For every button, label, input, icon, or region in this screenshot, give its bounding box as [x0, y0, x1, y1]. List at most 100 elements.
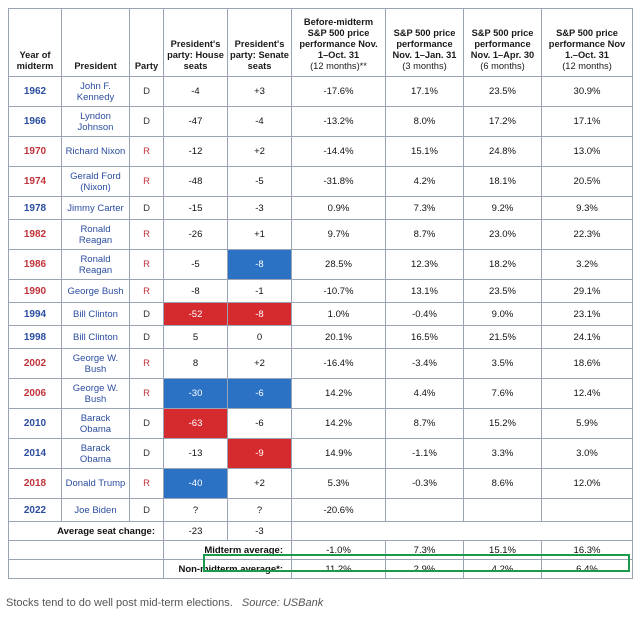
midterm-average-label: Midterm average:	[163, 540, 292, 560]
six-month-cell: 9.0%	[463, 302, 542, 326]
house-seats-cell: -48	[163, 166, 228, 197]
column-header-sub: (3 months)	[402, 61, 447, 71]
house-seats-cell: 5	[163, 325, 228, 349]
empty-cell	[8, 559, 164, 579]
senate-seats-cell: +1	[227, 219, 292, 250]
midterm-average-value: 7.3%	[385, 540, 464, 560]
year-cell: 2006	[8, 378, 62, 409]
average-house-change: -23	[163, 521, 228, 541]
twelve-month-cell: 23.1%	[541, 302, 633, 326]
non-midterm-average-value: 6.4%	[541, 559, 633, 579]
midterm-average-value: 15.1%	[463, 540, 542, 560]
senate-seats-cell: +3	[227, 76, 292, 107]
house-seats-cell: -63	[163, 408, 228, 439]
before-midterm-cell: -10.7%	[291, 279, 386, 303]
party-cell: D	[129, 325, 164, 349]
non-midterm-average-value: 2.9%	[385, 559, 464, 579]
three-month-cell: 12.3%	[385, 249, 464, 280]
senate-seats-cell: +2	[227, 468, 292, 499]
table-row: 1986 Ronald Reagan R -5 -8 28.5% 12.3% 18.2% 3.2…	[8, 249, 633, 280]
party-cell: D	[129, 196, 164, 220]
year-cell: 2022	[8, 498, 62, 522]
president-cell: George W. Bush	[61, 378, 130, 409]
twelve-month-cell: 29.1%	[541, 279, 633, 303]
twelve-month-cell: 5.9%	[541, 408, 633, 439]
party-cell: D	[129, 408, 164, 439]
three-month-cell	[385, 498, 464, 522]
house-seats-cell: -26	[163, 219, 228, 250]
six-month-cell: 3.5%	[463, 348, 542, 379]
senate-seats-cell: -6	[227, 378, 292, 409]
year-cell: 1970	[8, 136, 62, 167]
president-cell: Jimmy Carter	[61, 196, 130, 220]
column-header-label: Before-midterm S&P 500 price performance…	[299, 17, 378, 60]
column-header: President's party: Senate seats	[227, 8, 292, 77]
column-header-sub: (12 months)	[562, 61, 612, 71]
president-cell: Bill Clinton	[61, 325, 130, 349]
senate-seats-cell: +2	[227, 136, 292, 167]
president-cell: Joe Biden	[61, 498, 130, 522]
six-month-cell: 21.5%	[463, 325, 542, 349]
senate-seats-cell: -9	[227, 438, 292, 469]
party-cell: R	[129, 279, 164, 303]
column-header-sub: (12 months)**	[310, 61, 367, 71]
president-cell: George Bush	[61, 279, 130, 303]
house-seats-cell: 8	[163, 348, 228, 379]
three-month-cell: 4.2%	[385, 166, 464, 197]
before-midterm-cell: -17.6%	[291, 76, 386, 107]
six-month-cell: 23.5%	[463, 76, 542, 107]
house-seats-cell: -12	[163, 136, 228, 167]
column-header: President's party: House seats	[163, 8, 228, 77]
before-midterm-cell: -13.2%	[291, 106, 386, 137]
caption-source: Source: USBank	[241, 597, 324, 609]
midterm-average-row: Midterm average: -1.0% 7.3% 15.1% 16.3%	[8, 540, 633, 560]
president-cell: Bill Clinton	[61, 302, 130, 326]
president-cell: Ronald Reagan	[61, 249, 130, 280]
president-cell: Donald Trump	[61, 468, 130, 499]
house-seats-cell: -40	[163, 468, 228, 499]
before-midterm-cell: -31.8%	[291, 166, 386, 197]
table-row: 2006 George W. Bush R -30 -6 14.2% 4.4% 7.6% 12.…	[8, 378, 633, 409]
six-month-cell: 8.6%	[463, 468, 542, 499]
three-month-cell: -0.3%	[385, 468, 464, 499]
midterm-table: Year of midterm President Party President's…	[8, 8, 633, 579]
table-row: 1970 Richard Nixon R -12 +2 -14.4% 15.1% 24.8% 1…	[8, 136, 633, 167]
table-body: 1962 John F. Kennedy D -4 +3 -17.6% 17.1% 23.5%…	[8, 76, 633, 579]
midterm-average-value: 16.3%	[541, 540, 633, 560]
table-row: 1962 John F. Kennedy D -4 +3 -17.6% 17.1% 23.5%…	[8, 76, 633, 107]
table-row: 1990 George Bush R -8 -1 -10.7% 13.1% 23.5% 29.1…	[8, 279, 633, 303]
column-header: S&P 500 price performance Nov. 1–Apr. 30…	[463, 8, 542, 77]
year-cell: 1986	[8, 249, 62, 280]
before-midterm-cell: 14.2%	[291, 408, 386, 439]
column-header-label: President's party: House seats	[167, 39, 224, 71]
president-cell: John F. Kennedy	[61, 76, 130, 107]
caption: Stocks tend to do well post mid-term ele…	[6, 597, 323, 609]
house-seats-cell: -47	[163, 106, 228, 137]
year-cell: 1994	[8, 302, 62, 326]
president-cell: Barack Obama	[61, 408, 130, 439]
president-cell: Richard Nixon	[61, 136, 130, 167]
three-month-cell: 8.0%	[385, 106, 464, 137]
non-midterm-average-value: 4.2%	[463, 559, 542, 579]
three-month-cell: -3.4%	[385, 348, 464, 379]
party-cell: D	[129, 498, 164, 522]
empty-cell	[8, 540, 164, 560]
table-row: 1982 Ronald Reagan R -26 +1 9.7% 8.7% 23.0% 22.3…	[8, 219, 633, 250]
senate-seats-cell: -8	[227, 249, 292, 280]
average-seat-change-label: Average seat change:	[8, 521, 164, 541]
column-header-label: S&P 500 price performance Nov. 1–Apr. 30	[470, 28, 535, 60]
senate-seats-cell: +2	[227, 348, 292, 379]
year-cell: 1990	[8, 279, 62, 303]
table-row: 2018 Donald Trump R -40 +2 5.3% -0.3% 8.6% 12.0%	[8, 468, 633, 499]
six-month-cell: 9.2%	[463, 196, 542, 220]
twelve-month-cell: 17.1%	[541, 106, 633, 137]
six-month-cell: 23.0%	[463, 219, 542, 250]
non-midterm-average-row: Non-midterm average*: 11.2% 2.9% 4.2% 6.4%	[8, 559, 633, 579]
table-row: 2022 Joe Biden D?? -20.6%	[8, 498, 633, 522]
president-cell: Barack Obama	[61, 438, 130, 469]
before-midterm-cell: 0.9%	[291, 196, 386, 220]
year-cell: 1962	[8, 76, 62, 107]
average-senate-change: -3	[227, 521, 292, 541]
column-header: President	[61, 8, 130, 77]
senate-seats-cell: -5	[227, 166, 292, 197]
